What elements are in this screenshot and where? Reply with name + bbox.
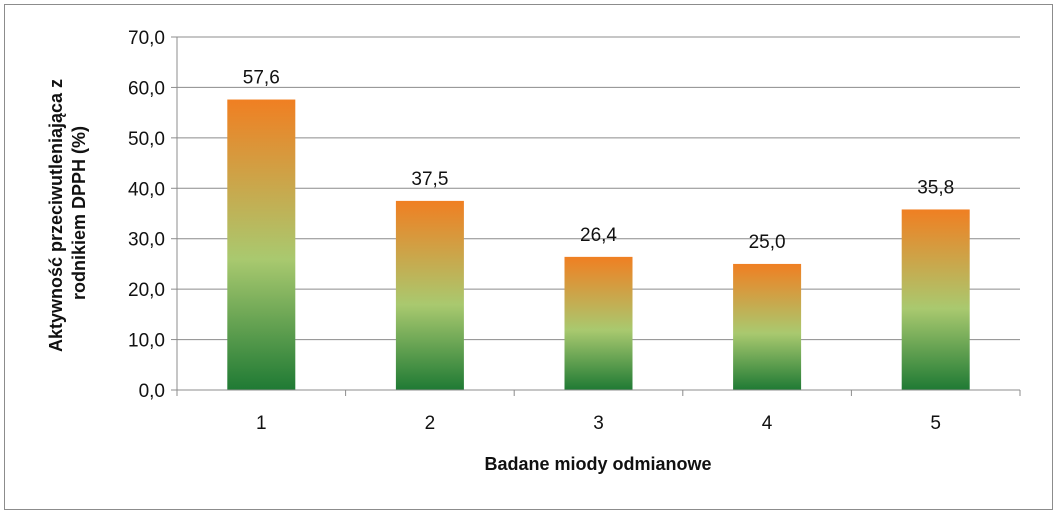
bar-value-label: 57,6	[243, 68, 280, 89]
y-axis-title-line-1: Aktywność przeciwutleniająca z	[46, 79, 66, 352]
bars	[227, 99, 970, 390]
y-tick-label: 50,0	[128, 129, 165, 150]
y-axis-title-line-2: rodnikiem DPPH (%)	[69, 126, 89, 300]
x-axis-title: Badane miody odmianowe	[484, 454, 711, 474]
bar-value-label: 25,0	[749, 232, 786, 253]
x-tick-label: 3	[593, 413, 604, 434]
bar	[227, 99, 296, 390]
bar-value-label: 37,5	[411, 169, 448, 190]
bar-value-label: 26,4	[580, 225, 617, 246]
data-labels: 57,6 37,5 26,4 25,0 35,8	[243, 68, 954, 253]
bar	[733, 263, 802, 390]
bar	[901, 209, 970, 390]
bar	[395, 200, 464, 390]
y-tick-label: 0,0	[139, 381, 165, 402]
y-tick-label: 60,0	[128, 78, 165, 99]
axes: 0,0 10,0 20,0 30,0 40,0 50,0 60,0 70,0 1 2 3 4 5	[128, 28, 1021, 434]
x-tick-label: 2	[425, 413, 436, 434]
y-tick-label: 40,0	[128, 179, 165, 200]
bar-value-label: 35,8	[917, 177, 954, 198]
x-tick-label: 5	[930, 413, 941, 434]
gridlines	[177, 36, 1020, 341]
y-axis-title: Aktywność przeciwutleniająca z rodnikiem…	[46, 74, 89, 352]
y-tick-label: 10,0	[128, 331, 165, 352]
y-tick-label: 30,0	[128, 230, 165, 251]
x-tick-label: 1	[256, 413, 267, 434]
y-tick-label: 70,0	[128, 28, 165, 49]
bar	[564, 256, 633, 390]
chart-frame	[4, 4, 1053, 510]
x-tick-label: 4	[762, 413, 773, 434]
y-tick-label: 20,0	[128, 280, 165, 301]
